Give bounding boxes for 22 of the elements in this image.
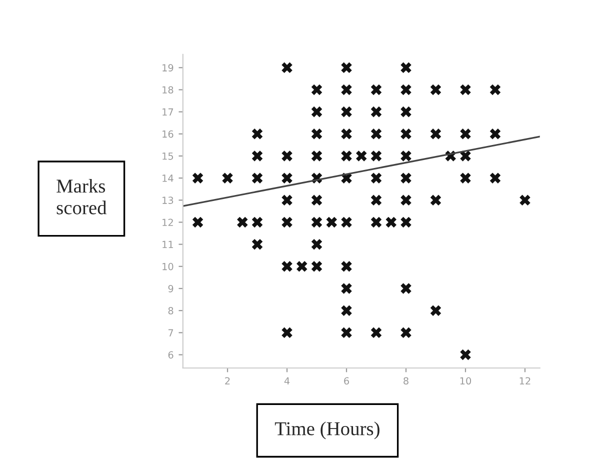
y-tick-label: 19 [162,64,174,72]
y-tick-label: 13 [162,196,174,204]
x-axis-title: Time (Hours) [274,422,380,440]
x-tick-label: 8 [404,377,408,385]
y-tick-label: 6 [168,351,174,359]
y-axis-title: Marks scored [56,179,107,214]
x-tick-label: 10 [460,377,472,385]
y-tick-label: 15 [162,152,174,160]
y-tick-label: 17 [162,108,174,116]
y-tick-label: 14 [162,174,174,182]
y-tick-label: 16 [162,130,174,138]
y-tick-label: 11 [162,240,173,248]
x-tick-label: 12 [520,377,530,384]
y-tick-label: 12 [162,218,173,226]
y-tick-label: 8 [168,307,174,314]
x-tick-label: 4 [284,377,290,384]
y-tick-label: 18 [162,86,174,94]
x-tick-label: 6 [344,377,349,385]
y-tick-label: 9 [168,284,174,292]
y-tick-label: 7 [168,329,174,336]
x-tick-label: 2 [225,377,230,384]
y-tick-label: 10 [162,262,174,270]
